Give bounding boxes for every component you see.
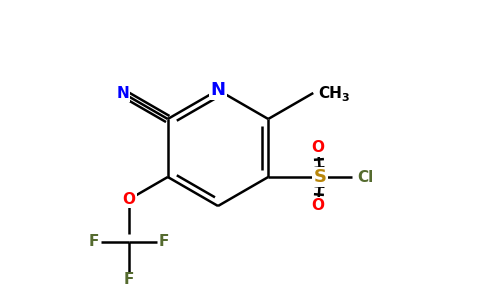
Text: O: O — [312, 199, 325, 214]
Text: S: S — [314, 168, 327, 186]
Text: F: F — [89, 234, 99, 249]
Text: N: N — [211, 81, 226, 99]
Text: Cl: Cl — [357, 169, 374, 184]
Text: 3: 3 — [341, 93, 349, 103]
Text: CH: CH — [318, 85, 342, 100]
Text: F: F — [123, 272, 134, 287]
Text: O: O — [122, 192, 136, 207]
Text: F: F — [159, 234, 169, 249]
Text: N: N — [116, 85, 129, 100]
Text: O: O — [312, 140, 325, 155]
